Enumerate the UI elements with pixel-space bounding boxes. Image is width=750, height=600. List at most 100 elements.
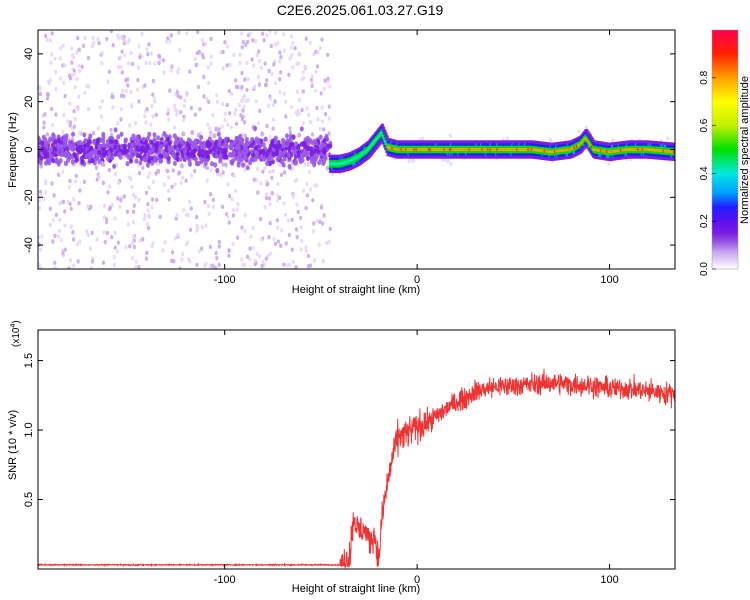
spectrogram-cell [261, 169, 265, 174]
spectrogram-cell [39, 266, 43, 269]
spectrogram-cell [196, 84, 200, 90]
spectrogram-cell [284, 241, 288, 246]
spectrogram-cell [117, 180, 121, 186]
spectrogram-cell [124, 245, 128, 250]
spectrogram-cell [291, 194, 295, 199]
y-tick-label: 1.5 [23, 353, 35, 368]
spectrogram-cell [244, 156, 248, 162]
spectrogram-cell [301, 89, 305, 94]
spectrogram-cell [120, 70, 124, 75]
spectrogram-cell [184, 155, 189, 161]
spectrogram-cell [197, 49, 201, 55]
spectrogram-cell [54, 212, 59, 218]
spectrogram-cell [305, 193, 310, 198]
spectrogram-cell [161, 248, 165, 253]
spectrogram-cell [70, 159, 75, 165]
spectrogram-cell [120, 34, 124, 40]
spectrogram-cell [166, 188, 171, 193]
spectrogram-cell [50, 31, 54, 36]
spectrogram-cell [303, 64, 307, 70]
spectrogram-cell [196, 161, 201, 167]
spectrogram-cell [207, 99, 211, 105]
spectrogram-cell [166, 111, 170, 116]
spectrogram-cell [50, 106, 54, 112]
spectrogram-cell [271, 126, 275, 131]
spectrogram-cell [169, 33, 173, 38]
spectrogram-cell [214, 266, 218, 269]
spectrogram-cell [38, 159, 43, 166]
spectrogram-cell [76, 35, 80, 41]
spectrogram-cell [228, 62, 232, 67]
snr-panel: -100 0 100 0.5 1.0 1.5 Height of straight li… [7, 320, 676, 595]
spectrogram-cell [117, 64, 121, 70]
spectrogram-cell [225, 102, 229, 108]
spectrogram-cell [119, 93, 124, 98]
spectrogram-cell [235, 207, 239, 212]
spectrogram-cell [56, 159, 61, 165]
spectrogram-cell [86, 204, 90, 209]
spectrogram-cell [256, 166, 260, 171]
spectrogram-cell [77, 94, 81, 100]
spectrogram-cell [276, 181, 280, 187]
spectrogram-cell [276, 139, 281, 146]
spectrogram-cell [221, 66, 225, 71]
spectrogram-cell [68, 101, 72, 106]
spectrogram-cell [109, 147, 114, 153]
spectrogram-cell [63, 223, 67, 228]
spectrogram-cell [137, 264, 141, 269]
spectrogram-cell [187, 145, 192, 151]
spectrogram-cell [208, 263, 212, 269]
spectrogram-cell [310, 132, 315, 137]
spectrogram-cell [117, 151, 122, 157]
spectrogram-cell [206, 122, 210, 127]
spectrogram-cell [309, 263, 313, 268]
spectrogram-cell [67, 266, 71, 269]
spectrogram-cell [279, 70, 283, 75]
spectrogram-cell [242, 152, 247, 158]
spectrogram-cell [143, 213, 147, 218]
spectrogram-cell [308, 187, 313, 192]
spectrogram-cell [211, 263, 215, 268]
spectrogram-cell [96, 37, 100, 42]
spectrogram-cell [115, 249, 120, 254]
spectrogram-cell [157, 53, 161, 59]
spectrogram-cell [49, 60, 53, 65]
spectrogram-cell [266, 181, 270, 187]
spectrogram-cell [304, 245, 308, 250]
spectrogram-cell [167, 175, 171, 180]
spectrogram-cell [97, 143, 102, 149]
spectrogram-cell [143, 114, 147, 119]
spectrogram-cell [283, 170, 287, 175]
spectrogram-cell [320, 119, 324, 124]
spectrogram-cell [129, 158, 133, 164]
spectrogram-cell [150, 147, 155, 153]
spectrogram-cell [189, 105, 193, 111]
spectrogram-cell [133, 120, 138, 126]
spectrogram-cell [61, 169, 65, 175]
spectrogram-cell [246, 39, 250, 45]
spectrogram-cell [315, 64, 320, 69]
spectrogram-cell [132, 234, 136, 239]
spectrogram-cell [58, 201, 62, 206]
spectrogram-cell [200, 224, 204, 230]
spectrogram-cell [267, 139, 271, 144]
spectrogram-cell [131, 220, 136, 225]
spectrogram-cell [74, 173, 78, 179]
spectrogram-cell [146, 52, 150, 57]
spectrogram-cell [318, 126, 322, 132]
spectrogram-cell [53, 146, 58, 152]
spectrogram-cell [282, 32, 286, 37]
spectrogram-cell [179, 95, 183, 100]
spectrogram-cell [57, 137, 61, 144]
spectrogram-cell [201, 157, 206, 163]
spectrogram-cell [42, 196, 46, 202]
y-tick-label: 20 [23, 96, 35, 108]
spectrogram-cell [141, 136, 146, 142]
spectrogram-cell [77, 63, 81, 69]
spectrogram-cell [194, 156, 198, 162]
spectrogram-cell [227, 220, 231, 225]
spectrogram-cell [81, 147, 86, 153]
spectrogram-cell [186, 256, 191, 262]
spectrogram-cell [168, 88, 172, 93]
spectrogram-cell [316, 49, 320, 55]
